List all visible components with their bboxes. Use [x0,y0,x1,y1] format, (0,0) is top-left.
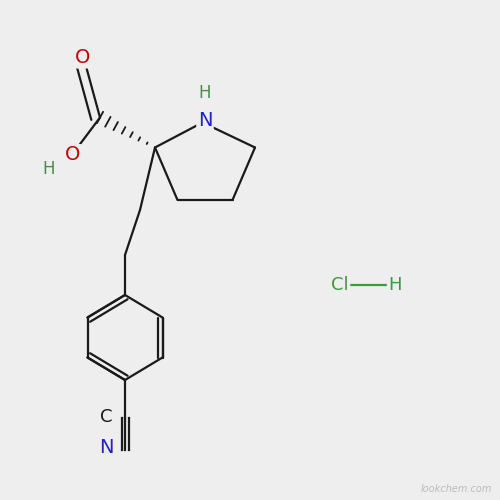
Text: H: H [388,276,402,294]
Text: N: N [99,438,113,457]
Text: H: H [198,84,211,102]
Text: O: O [75,48,90,67]
Text: N: N [198,110,212,130]
Text: H: H [43,160,55,178]
Text: O: O [65,146,80,165]
Text: C: C [100,408,112,426]
Text: lookchem.com: lookchem.com [421,484,492,494]
Text: Cl: Cl [331,276,349,294]
